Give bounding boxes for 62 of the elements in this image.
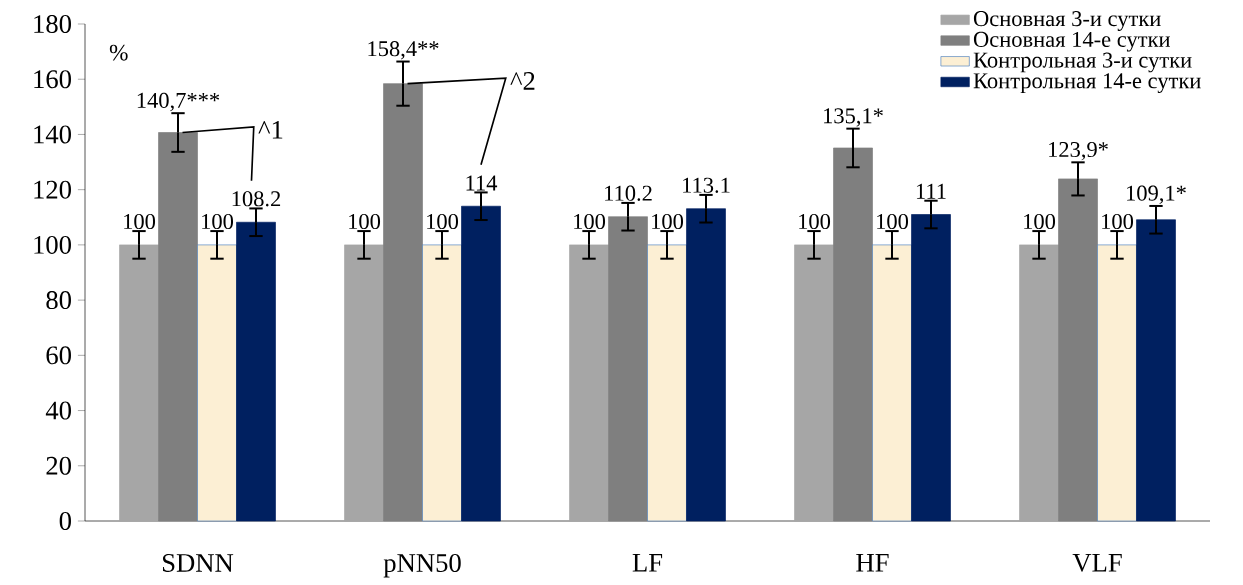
data-label: 100 — [1024, 213, 1056, 230]
bar — [1019, 244, 1059, 522]
bar — [236, 221, 276, 522]
bar — [1136, 219, 1176, 522]
bar — [197, 244, 237, 522]
annotation: ^1 — [258, 120, 283, 139]
data-label: 100 — [877, 213, 909, 230]
bar — [422, 244, 462, 522]
data-label: 100 — [652, 213, 684, 230]
data-label: 111 — [916, 183, 946, 199]
legend-label: Основная 3-и сутки — [973, 11, 1161, 31]
y-tick-label: 80 — [46, 291, 71, 310]
x-tick-label: SDNN — [162, 554, 234, 572]
bar — [872, 244, 912, 522]
bar — [383, 83, 423, 522]
bar — [461, 205, 501, 522]
x-tick-label: HF — [856, 554, 889, 572]
x-tick-label: pNN50 — [383, 554, 461, 578]
data-label: 100 — [124, 213, 156, 230]
bar — [119, 244, 159, 522]
data-label: 100 — [574, 213, 606, 230]
bar — [686, 208, 726, 522]
data-label: 114 — [466, 175, 498, 191]
y-tick-label: 120 — [34, 180, 71, 199]
bar — [1058, 178, 1098, 522]
data-label: 100 — [1102, 213, 1134, 230]
legend-label: Контрольная 3-и сутки — [973, 52, 1192, 73]
legend-label: Контрольная 14-е сутки — [973, 73, 1201, 94]
y-tick-label: 60 — [46, 346, 71, 365]
data-label: 100 — [349, 213, 381, 230]
x-tick-label: LF — [632, 554, 663, 572]
bar — [608, 216, 648, 522]
legend-label: Основная 14-е сутки — [973, 31, 1170, 52]
annotation: ^2 — [510, 72, 535, 90]
bar — [794, 244, 834, 522]
data-label: 100 — [799, 213, 831, 230]
data-label: 158,4** — [368, 41, 439, 60]
bar — [833, 147, 873, 522]
data-label: 110.2 — [605, 185, 652, 201]
y-tick-label: 160 — [34, 70, 71, 89]
bar — [158, 132, 198, 522]
bar — [569, 244, 609, 522]
bar — [344, 244, 384, 522]
y-tick-label: 40 — [45, 401, 71, 420]
y-tick-label: 20 — [46, 456, 71, 475]
y-axis-title: % — [109, 44, 128, 61]
data-label: 135,1* — [824, 108, 883, 127]
data-label: 113.1 — [683, 177, 730, 193]
y-tick-label: 100 — [34, 235, 71, 254]
data-label: 100 — [202, 213, 234, 230]
bar — [647, 244, 687, 522]
y-tick-label: 140 — [34, 125, 71, 144]
data-label: 140,7*** — [137, 92, 220, 112]
y-tick-label: 180 — [34, 15, 71, 33]
bar — [911, 214, 951, 522]
data-label: 100 — [427, 213, 459, 230]
data-label: 109,1* — [1127, 185, 1186, 204]
data-label: 108.2 — [232, 191, 281, 207]
data-label: 123,9* — [1049, 141, 1108, 161]
y-tick-label: 0 — [59, 512, 71, 530]
x-tick-label: VLF — [1072, 554, 1122, 572]
bar — [1097, 244, 1137, 522]
